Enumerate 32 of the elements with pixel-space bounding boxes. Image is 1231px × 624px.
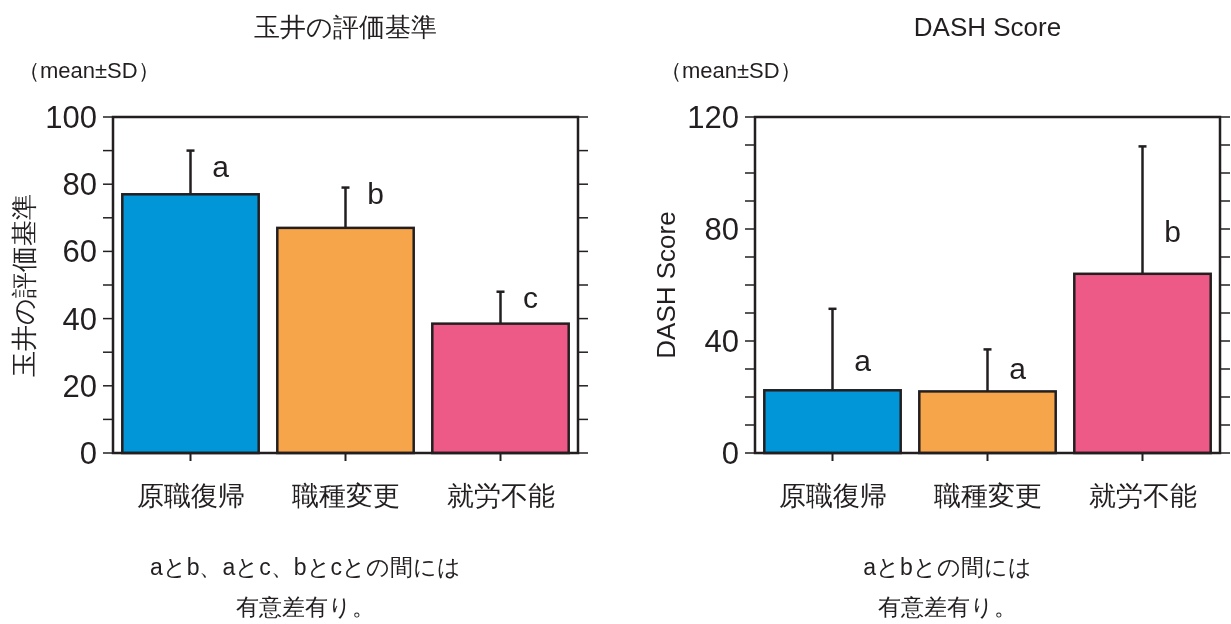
chart-title: 玉井の評価基準	[254, 12, 437, 42]
chart-title: DASH Score	[913, 12, 1062, 42]
annotation: b	[367, 177, 384, 211]
text: 有意差有り。	[236, 594, 375, 620]
chart-subtitle: （mean±SD）	[660, 58, 802, 83]
annotation: c	[523, 281, 538, 315]
x-tick-label: 原職復帰	[136, 481, 245, 511]
annotation: a	[212, 150, 230, 184]
x-tick-label: 職種変更	[291, 481, 400, 511]
text: 有意差有り。	[878, 594, 1017, 620]
y-tick-label: 40	[62, 301, 97, 337]
y-tick-label: 100	[45, 100, 97, 135]
annotation: a	[1009, 352, 1027, 385]
chart-subtitle: （mean±SD）	[18, 58, 160, 83]
y-tick-label: 120	[687, 100, 739, 135]
y-tick-label: 80	[704, 212, 739, 247]
text: aとb、aとc、bとcとの間には	[149, 554, 462, 580]
x-tick-label: 就労不能	[446, 481, 555, 511]
annotation: b	[1164, 214, 1181, 248]
y-tick-label: 20	[62, 368, 97, 404]
x-tick-label: 職種変更	[933, 481, 1042, 511]
y-tick-label: 40	[704, 324, 739, 359]
y-tick-label: 60	[62, 234, 97, 270]
y-axis-title: DASH Score	[651, 211, 681, 359]
x-tick-label: 原職復帰	[778, 481, 887, 511]
y-axis-title: 玉井の評価基準	[9, 193, 39, 377]
y-tick-label: 80	[62, 167, 97, 203]
text: aとbとの間には	[863, 554, 1032, 580]
y-tick-label: 0	[721, 436, 739, 471]
x-tick-label: 就労不能	[1088, 481, 1197, 511]
y-tick-label: 0	[79, 436, 97, 471]
annotation: a	[854, 343, 872, 377]
